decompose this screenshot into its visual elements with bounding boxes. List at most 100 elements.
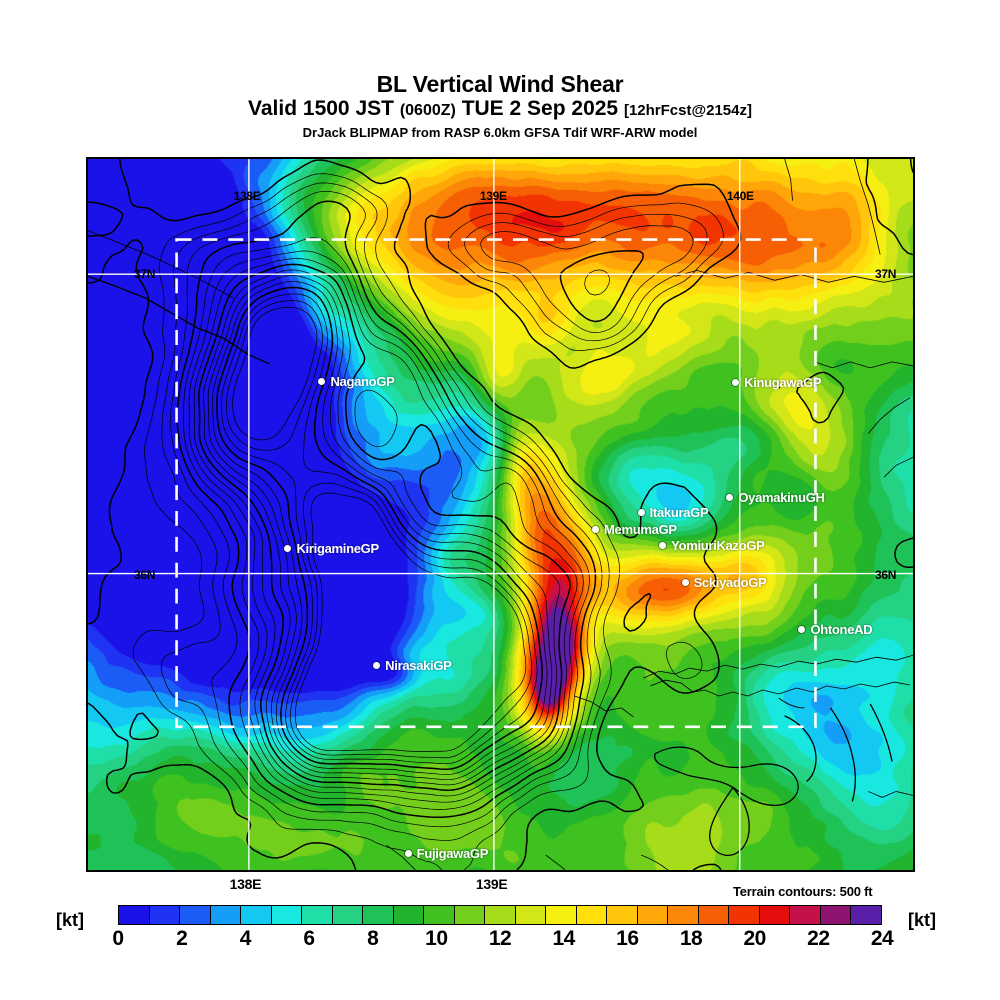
colorbar-tick-label: 0 bbox=[112, 927, 124, 950]
colorbar-swatch bbox=[546, 906, 577, 924]
coastline bbox=[654, 746, 799, 807]
latitude-label: 37N bbox=[134, 266, 156, 281]
station-dot-icon bbox=[318, 377, 326, 385]
station-dot-icon bbox=[798, 625, 806, 633]
station-dot-icon bbox=[681, 579, 689, 587]
station-marker[interactable]: OhtoneAD bbox=[798, 621, 873, 637]
terrain-contour-note: Terrain contours: 500 ft bbox=[733, 884, 873, 899]
station-label: FujigawaGP bbox=[416, 846, 489, 862]
colorbar-swatch bbox=[485, 906, 516, 924]
latitude-label: 36N bbox=[875, 567, 897, 582]
station-marker[interactable]: ItakuraGP bbox=[637, 505, 709, 521]
colorbar-tick-label: 22 bbox=[807, 927, 830, 950]
colorbar-swatch bbox=[790, 906, 821, 924]
colorbar-swatch bbox=[119, 906, 150, 924]
colorbar-swatch bbox=[241, 906, 272, 924]
latitude-label: 37N bbox=[875, 266, 897, 281]
colorbar-tick-label: 10 bbox=[425, 927, 448, 950]
colorbar-swatch bbox=[393, 906, 425, 924]
colorbar-tick-label: 12 bbox=[488, 927, 512, 950]
colorbar-unit-right: [kt] bbox=[908, 910, 936, 930]
colorbar-swatch bbox=[759, 906, 791, 924]
terrain-contour-line bbox=[232, 307, 527, 752]
station-label: OhtoneAD bbox=[810, 621, 873, 637]
terrain-contour-line bbox=[88, 159, 913, 870]
terrain-contour-line bbox=[207, 275, 553, 781]
weather-map[interactable]: 138E 139E 140E 37N 37N 36N 36N NaganoGP Kirigam… bbox=[86, 157, 915, 872]
terrain-contour-line bbox=[188, 250, 584, 803]
station-label: SckiyadoGP bbox=[693, 575, 767, 591]
colorbar[interactable] bbox=[118, 905, 882, 925]
prefecture-border bbox=[867, 397, 911, 434]
prefecture-border bbox=[386, 844, 416, 870]
colorbar-tick-label: 18 bbox=[679, 927, 703, 950]
colorbar-swatch bbox=[576, 906, 608, 924]
station-dot-icon bbox=[637, 509, 645, 517]
colorbar-tick-label: 20 bbox=[743, 927, 766, 950]
station-marker[interactable]: MemumaGP bbox=[592, 522, 677, 537]
colorbar-swatch bbox=[729, 906, 760, 924]
station-marker[interactable]: YomiuriKazoGP bbox=[659, 538, 765, 554]
longitude-label: 138E bbox=[233, 189, 261, 203]
prefecture-border bbox=[88, 230, 234, 299]
longitude-label: 139E bbox=[475, 876, 508, 892]
coastline bbox=[778, 697, 805, 709]
river-line bbox=[641, 854, 669, 870]
terrain-contour-line bbox=[170, 190, 694, 828]
coastline bbox=[88, 275, 270, 365]
station-label: KinugawaGP bbox=[744, 375, 822, 391]
terrain-contour-line bbox=[212, 280, 548, 775]
latitude-label: 36N bbox=[134, 567, 156, 582]
valid-date: TUE 2 Sep 2025 bbox=[461, 97, 619, 120]
prefecture-border bbox=[784, 159, 793, 201]
colorbar-swatch bbox=[851, 906, 881, 924]
station-label: ItakuraGP bbox=[649, 505, 709, 521]
colorbar-swatch bbox=[363, 906, 394, 924]
coastline bbox=[709, 786, 750, 856]
colorbar-swatch bbox=[515, 906, 547, 924]
longitude-label: 140E bbox=[726, 189, 754, 203]
terrain-contour-line bbox=[221, 293, 538, 765]
prefecture-border bbox=[643, 654, 913, 679]
station-dot-icon bbox=[592, 525, 600, 533]
station-marker[interactable]: KinugawaGP bbox=[732, 375, 822, 391]
prefecture-border bbox=[574, 695, 634, 718]
chart-subtitle: Valid 1500 JST (0600Z) TUE 2 Sep 2025 [1… bbox=[0, 96, 1000, 123]
terrain-contour-line bbox=[226, 300, 532, 759]
colorbar-tick-label: 6 bbox=[303, 927, 315, 950]
valid-time-utc: (0600Z) bbox=[399, 102, 456, 119]
station-dot-icon bbox=[732, 379, 740, 387]
inner-domain-box bbox=[175, 238, 817, 729]
chart-title: BL Vertical Wind Shear bbox=[376, 71, 624, 97]
station-dot-icon bbox=[726, 494, 734, 502]
station-marker[interactable]: NirasakiGP bbox=[373, 658, 452, 673]
colorbar-swatch bbox=[149, 906, 181, 924]
station-dot-icon bbox=[284, 544, 292, 552]
colorbar-swatch bbox=[668, 906, 699, 924]
colorbar-tick-label: 2 bbox=[176, 927, 188, 950]
longitude-label: 139E bbox=[479, 189, 507, 203]
station-marker[interactable]: FujigawaGP bbox=[404, 846, 489, 862]
station-marker[interactable]: OyamakinuGH bbox=[726, 490, 825, 505]
colorbar-swatch bbox=[698, 906, 730, 924]
terrain-contour-line bbox=[132, 173, 724, 870]
colorbar-swatch bbox=[332, 906, 364, 924]
terrain-contour-line bbox=[198, 263, 571, 791]
station-dot-icon bbox=[373, 662, 381, 670]
terrain-contour-line bbox=[183, 237, 611, 810]
shear-field-raster bbox=[88, 159, 913, 870]
station-marker[interactable]: NaganoGP bbox=[318, 373, 395, 389]
colorbar-swatch bbox=[180, 906, 211, 924]
station-label: YomiuriKazoGP bbox=[671, 538, 765, 554]
coastline bbox=[869, 703, 893, 762]
longitude-label: 138E bbox=[229, 876, 262, 892]
station-label: NaganoGP bbox=[330, 373, 395, 389]
terrain-contour-line bbox=[203, 269, 561, 786]
river-line bbox=[650, 679, 911, 697]
title-block: BL Vertical Wind Shear Valid 1500 JST (0… bbox=[0, 72, 1000, 143]
station-marker[interactable]: SckiyadoGP bbox=[681, 575, 767, 591]
valid-time: Valid 1500 JST bbox=[248, 97, 394, 120]
colorbar-tick-label: 4 bbox=[239, 927, 252, 950]
station-marker[interactable]: KirigamineGP bbox=[284, 541, 379, 556]
terrain-contours bbox=[88, 159, 913, 870]
